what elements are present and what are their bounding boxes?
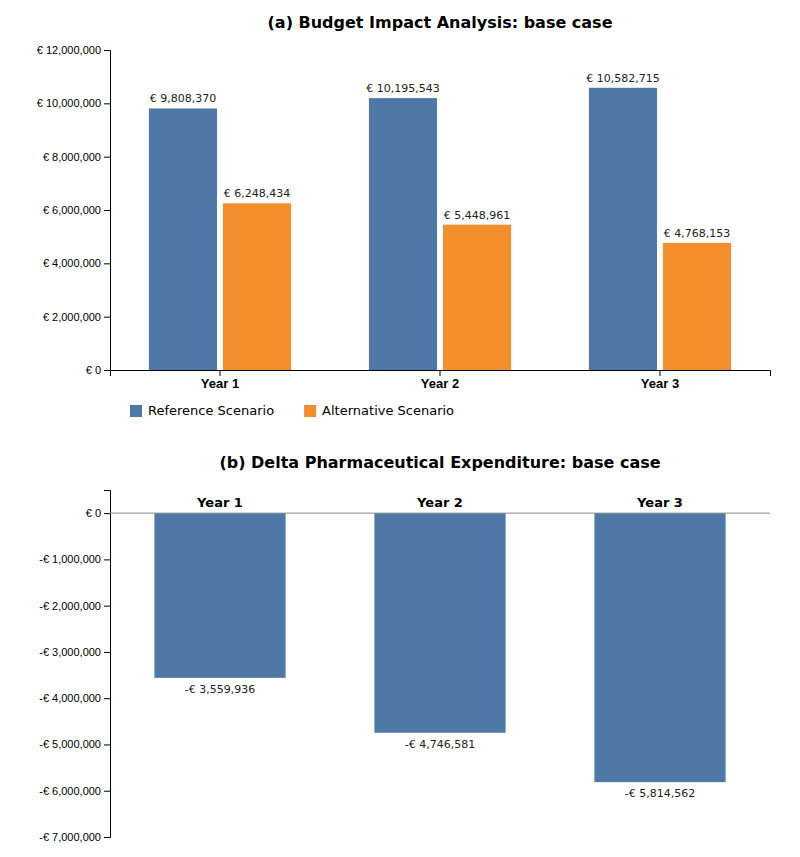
y-tick-label: € 2,000,000 xyxy=(43,311,101,323)
x-tick-label: Year 2 xyxy=(421,376,459,391)
y-tick-mark xyxy=(104,103,110,104)
y-tick: -€ 7,000,000 xyxy=(39,831,110,843)
y-tick-mark xyxy=(104,837,110,838)
bar xyxy=(223,203,291,370)
bar xyxy=(374,513,505,733)
bars xyxy=(154,513,725,782)
y-tick-label: -€ 1,000,000 xyxy=(39,553,101,565)
legend-entry: Reference Scenario xyxy=(148,403,274,418)
y-tick-label: € 0 xyxy=(86,364,101,376)
x-tick-label: Year 1 xyxy=(201,376,239,391)
data-labels: -€ 3,559,936 -€ 4,746,581 -€ 5,814,562 xyxy=(185,683,695,800)
y-tick-label: -€ 7,000,000 xyxy=(39,831,101,843)
chart-0: (a) Budget Impact Analysis: base case € 0… xyxy=(37,13,771,418)
chart-root: (a) Budget Impact Analysis: base case € 0… xyxy=(0,0,800,857)
data-label: -€ 3,559,936 xyxy=(185,683,255,696)
data-labels: € 9,808,370 € 10,195,543 € 10,582,715 € 6,2… xyxy=(150,72,731,240)
y-tick-label: € 12,000,000 xyxy=(37,44,101,56)
y-tick: € 4,000,000 xyxy=(43,257,110,269)
bar xyxy=(149,108,217,370)
y-tick-label: -€ 2,000,000 xyxy=(39,600,101,612)
data-label: € 9,808,370 xyxy=(150,92,216,105)
y-axis-line xyxy=(104,491,111,838)
y-tick-mark xyxy=(104,698,110,699)
y-tick: -€ 4,000,000 xyxy=(39,692,110,704)
y-tick-label: -€ 6,000,000 xyxy=(39,785,101,797)
y-tick-label: € 6,000,000 xyxy=(43,204,101,216)
title: (a) Budget Impact Analysis: base case xyxy=(268,13,613,32)
y-axis: -€ 7,000,000 -€ 6,000,000 -€ 5,000,000 -€ 4… xyxy=(39,491,110,844)
bar xyxy=(594,513,725,782)
y-tick: € 12,000,000 xyxy=(37,44,110,56)
y-tick-label: -€ 3,000,000 xyxy=(39,646,101,658)
background xyxy=(0,0,800,857)
y-tick: € 0 xyxy=(86,507,110,519)
y-tick: -€ 5,000,000 xyxy=(39,738,110,750)
y-tick-mark xyxy=(104,744,110,745)
category-labels: Year 1 Year 2 Year 3 xyxy=(196,495,683,510)
y-tick: -€ 2,000,000 xyxy=(39,600,110,612)
y-tick-mark xyxy=(104,559,110,560)
data-label: € 10,582,715 xyxy=(586,72,659,85)
y-tick-label: € 8,000,000 xyxy=(43,151,101,163)
data-label: € 6,248,434 xyxy=(224,187,290,200)
x-tick-mark xyxy=(660,370,661,376)
y-tick-mark xyxy=(104,210,110,211)
y-tick: € 8,000,000 xyxy=(43,151,110,163)
bar xyxy=(663,243,731,370)
y-tick-mark xyxy=(104,606,110,607)
legend-swatch xyxy=(304,405,316,417)
x-axis: Year 1 Year 2 Year 3 xyxy=(111,370,771,391)
y-tick-label: -€ 5,000,000 xyxy=(39,738,101,750)
data-label: € 5,448,961 xyxy=(444,209,510,222)
y-tick: € 2,000,000 xyxy=(43,311,110,323)
y-tick-label: € 4,000,000 xyxy=(43,257,101,269)
bar xyxy=(154,513,285,678)
y-tick: € 10,000,000 xyxy=(37,97,110,109)
legend-entry: Alternative Scenario xyxy=(322,403,454,418)
legend: Reference Scenario Alternative Scenario xyxy=(130,403,454,418)
legend-swatch xyxy=(130,405,142,417)
x-axis-line xyxy=(111,371,771,377)
y-tick: -€ 6,000,000 xyxy=(39,785,110,797)
y-tick-label: € 10,000,000 xyxy=(37,97,101,109)
x-tick: Year 1 xyxy=(201,370,239,391)
x-tick-label: Year 3 xyxy=(641,376,679,391)
x-tick: Year 3 xyxy=(641,370,679,391)
bar xyxy=(443,225,511,370)
zero-line xyxy=(110,513,770,514)
bar xyxy=(589,88,657,370)
y-tick-mark xyxy=(104,652,110,653)
title: (b) Delta Pharmaceutical Expenditure: ba… xyxy=(219,453,660,472)
category-label: Year 1 xyxy=(196,495,243,510)
x-tick: Year 2 xyxy=(421,370,459,391)
y-tick-label: -€ 4,000,000 xyxy=(39,692,101,704)
x-tick-mark xyxy=(440,370,441,376)
bar xyxy=(369,98,437,370)
y-tick: € 6,000,000 xyxy=(43,204,110,216)
y-tick-mark xyxy=(104,157,110,158)
y-tick-mark xyxy=(104,370,110,371)
y-tick: -€ 3,000,000 xyxy=(39,646,110,658)
y-tick-label: € 0 xyxy=(86,507,101,519)
x-tick-mark xyxy=(220,370,221,376)
y-tick-mark xyxy=(104,791,110,792)
y-axis: € 0 € 2,000,000 € 4,000,000 € 6,000,000 € 8,… xyxy=(37,44,111,376)
y-tick-mark xyxy=(104,263,110,264)
y-axis-line xyxy=(104,51,111,371)
data-label: -€ 4,746,581 xyxy=(405,738,475,751)
chart-1: (b) Delta Pharmaceutical Expenditure: ba… xyxy=(39,453,770,843)
y-tick: € 0 xyxy=(86,364,110,376)
data-label: -€ 5,814,562 xyxy=(625,787,695,800)
data-label: € 4,768,153 xyxy=(664,227,730,240)
category-label: Year 2 xyxy=(416,495,463,510)
y-tick-mark xyxy=(104,513,110,514)
y-tick: -€ 1,000,000 xyxy=(39,553,110,565)
category-label: Year 3 xyxy=(636,495,683,510)
y-tick-mark xyxy=(104,317,110,318)
data-label: € 10,195,543 xyxy=(366,82,439,95)
bars xyxy=(149,88,731,370)
y-tick-mark xyxy=(104,50,110,51)
